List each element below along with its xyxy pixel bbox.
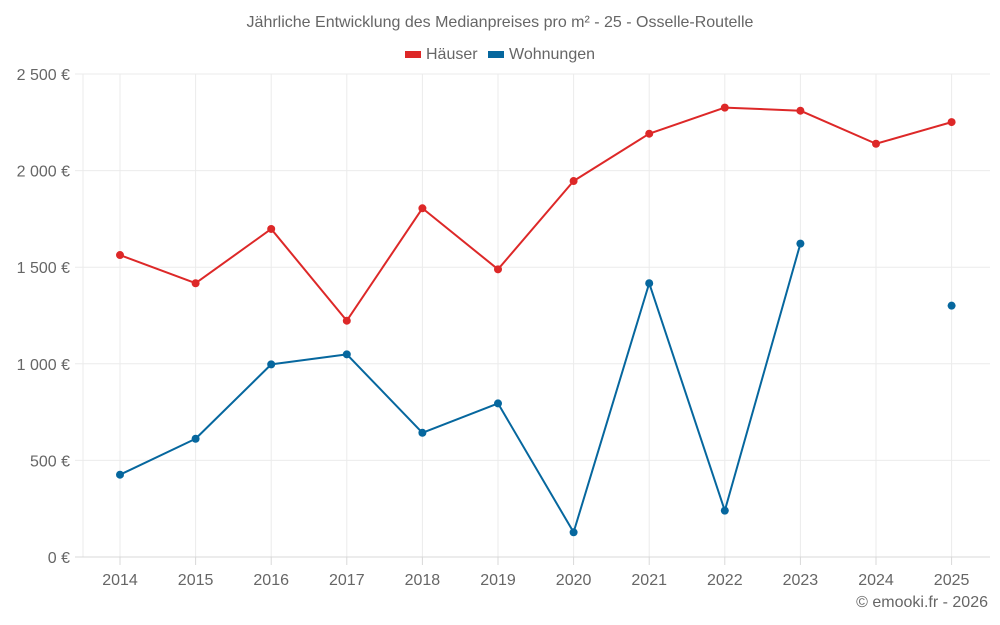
data-point-haeuser (720, 103, 729, 112)
data-point-haeuser (569, 177, 578, 186)
legend-label-wohnungen: Wohnungen (509, 45, 596, 63)
legend-label-haeuser: Häuser (425, 45, 478, 63)
y-tick-label: 1 000 € (17, 357, 70, 374)
x-tick-label: 2021 (631, 572, 667, 589)
x-tick-label: 2022 (707, 572, 743, 589)
x-tick-label: 2018 (405, 572, 441, 589)
legend-item-wohnungen[interactable]: Wohnungen (488, 46, 595, 64)
x-tick-label: 2020 (556, 572, 592, 589)
data-point-haeuser (796, 106, 805, 115)
y-tick-label: 2 500 € (17, 67, 70, 84)
data-point-haeuser (342, 316, 351, 325)
data-point-haeuser (267, 224, 276, 233)
data-point-haeuser (418, 204, 427, 213)
data-point-wohnungen (720, 506, 729, 515)
data-point-haeuser (645, 129, 654, 138)
data-point-wohnungen (191, 434, 200, 443)
x-tick-label: 2017 (329, 572, 365, 589)
x-tick-label: 2024 (858, 572, 894, 589)
legend-swatch-wohnungen (488, 51, 505, 58)
series-line-wohnungen (119, 243, 802, 534)
legend-item-haeuser[interactable]: Häuser (404, 45, 478, 64)
x-tick-label: 2014 (102, 572, 138, 589)
series-line-haeuser (119, 106, 952, 322)
data-point-haeuser (191, 279, 200, 288)
legend: Häuser Wohnungen (0, 45, 1000, 64)
data-point-haeuser (494, 265, 502, 274)
x-tick-label: 2016 (253, 572, 289, 589)
data-point-haeuser (116, 251, 124, 260)
data-point-wohnungen (418, 428, 427, 437)
x-tick-label: 2019 (480, 572, 516, 589)
data-point-wohnungen (116, 470, 124, 479)
data-point-wohnungen (342, 350, 351, 359)
x-tick-label: 2025 (934, 572, 970, 589)
y-tick-label: 1 500 € (17, 260, 70, 277)
x-tick-label: 2023 (783, 572, 819, 589)
y-tick-label: 2 000 € (17, 164, 70, 181)
y-tick-label: 0 € (48, 550, 70, 567)
data-point-wohnungen (569, 528, 578, 537)
data-point-wohnungen (645, 279, 654, 288)
data-point-wohnungen (947, 301, 956, 310)
chart-title: Jährliche Entwicklung des Medianpreises … (246, 14, 754, 31)
x-tick-label: 2015 (178, 572, 214, 589)
data-point-wohnungen (267, 360, 276, 369)
data-point-wohnungen (494, 399, 502, 408)
y-tick-label: 500 € (30, 453, 70, 470)
data-point-haeuser (947, 118, 956, 127)
credit-text: © emooki.fr - 2026 (856, 594, 988, 611)
legend-swatch-haeuser (404, 51, 421, 58)
data-point-wohnungen (796, 239, 805, 248)
data-point-haeuser (872, 139, 880, 148)
